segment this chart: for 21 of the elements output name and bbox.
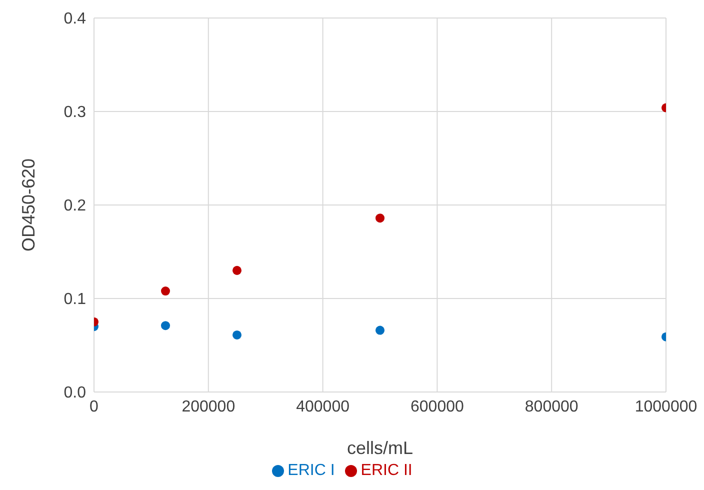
legend-label: ERIC I	[288, 462, 335, 479]
point	[232, 330, 242, 340]
point	[375, 326, 385, 335]
x-tick-label: 400000	[296, 398, 350, 416]
point	[375, 214, 385, 223]
y-tick-label: 0.2	[64, 198, 86, 215]
x-tick-label: 800000	[524, 398, 578, 416]
legend-label: ERIC II	[360, 462, 412, 479]
y-axis-title: OD450-620	[18, 158, 38, 252]
x-axis-title: cells/mL	[346, 438, 414, 458]
y-tick-label: 0.1	[64, 291, 86, 308]
point	[160, 321, 170, 330]
y-tick-label: 0.4	[64, 10, 86, 28]
y-tick-label: 0.0	[64, 384, 86, 402]
x-tick-label: 600000	[410, 398, 464, 416]
y-tick-label: 0.3	[64, 104, 86, 122]
point	[232, 266, 242, 275]
x-tick-label: 1000000	[634, 398, 698, 416]
point	[160, 286, 170, 296]
x-tick-label: 0	[90, 398, 99, 416]
x-tick-label: 200000	[182, 398, 236, 416]
